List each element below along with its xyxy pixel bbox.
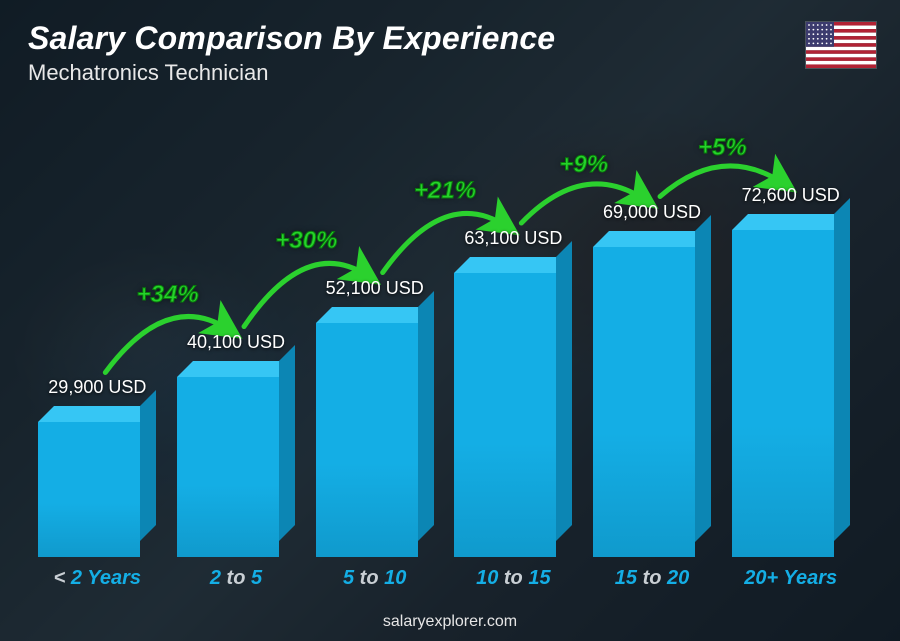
bar-5: 72,600 USD20+ Years <box>721 214 860 557</box>
percent-increase-badge: +21% <box>414 177 476 205</box>
page-title: Salary Comparison By Experience <box>28 20 555 57</box>
footer-attribution: salaryexplorer.com <box>0 613 900 631</box>
percent-increase-badge: +34% <box>137 281 199 309</box>
percent-increase-badge: +9% <box>559 151 608 179</box>
us-flag-icon <box>806 22 876 68</box>
bar-4: 69,000 USD15 to 20 <box>583 231 722 558</box>
bar-1: 40,100 USD2 to 5 <box>167 361 306 557</box>
salary-bar-chart: 29,900 USD< 2 Years40,100 USD2 to 552,10… <box>28 110 860 591</box>
bar-value-label: 72,600 USD <box>742 185 840 206</box>
bar-value-label: 52,100 USD <box>326 278 424 299</box>
bar-value-label: 29,900 USD <box>48 377 146 398</box>
bar-category-label: 15 to 20 <box>583 567 722 590</box>
bar-value-label: 40,100 USD <box>187 332 285 353</box>
bar-value-label: 69,000 USD <box>603 202 701 223</box>
bar-category-label: 10 to 15 <box>444 567 583 590</box>
bar-0: 29,900 USD< 2 Years <box>28 406 167 557</box>
bars-container: 29,900 USD< 2 Years40,100 USD2 to 552,10… <box>28 157 860 557</box>
bar-category-label: 2 to 5 <box>167 567 306 590</box>
bar-category-label: 20+ Years <box>721 567 860 590</box>
bar-category-label: 5 to 10 <box>305 567 444 590</box>
bar-category-label: < 2 Years <box>28 567 167 590</box>
page-subtitle: Mechatronics Technician <box>28 60 269 86</box>
bar-value-label: 63,100 USD <box>464 228 562 249</box>
bar-3: 63,100 USD10 to 15 <box>444 257 583 557</box>
percent-increase-badge: +30% <box>275 227 337 255</box>
percent-increase-badge: +5% <box>698 134 747 162</box>
bar-2: 52,100 USD5 to 10 <box>305 307 444 557</box>
infographic-stage: Salary Comparison By Experience Mechatro… <box>0 0 900 641</box>
